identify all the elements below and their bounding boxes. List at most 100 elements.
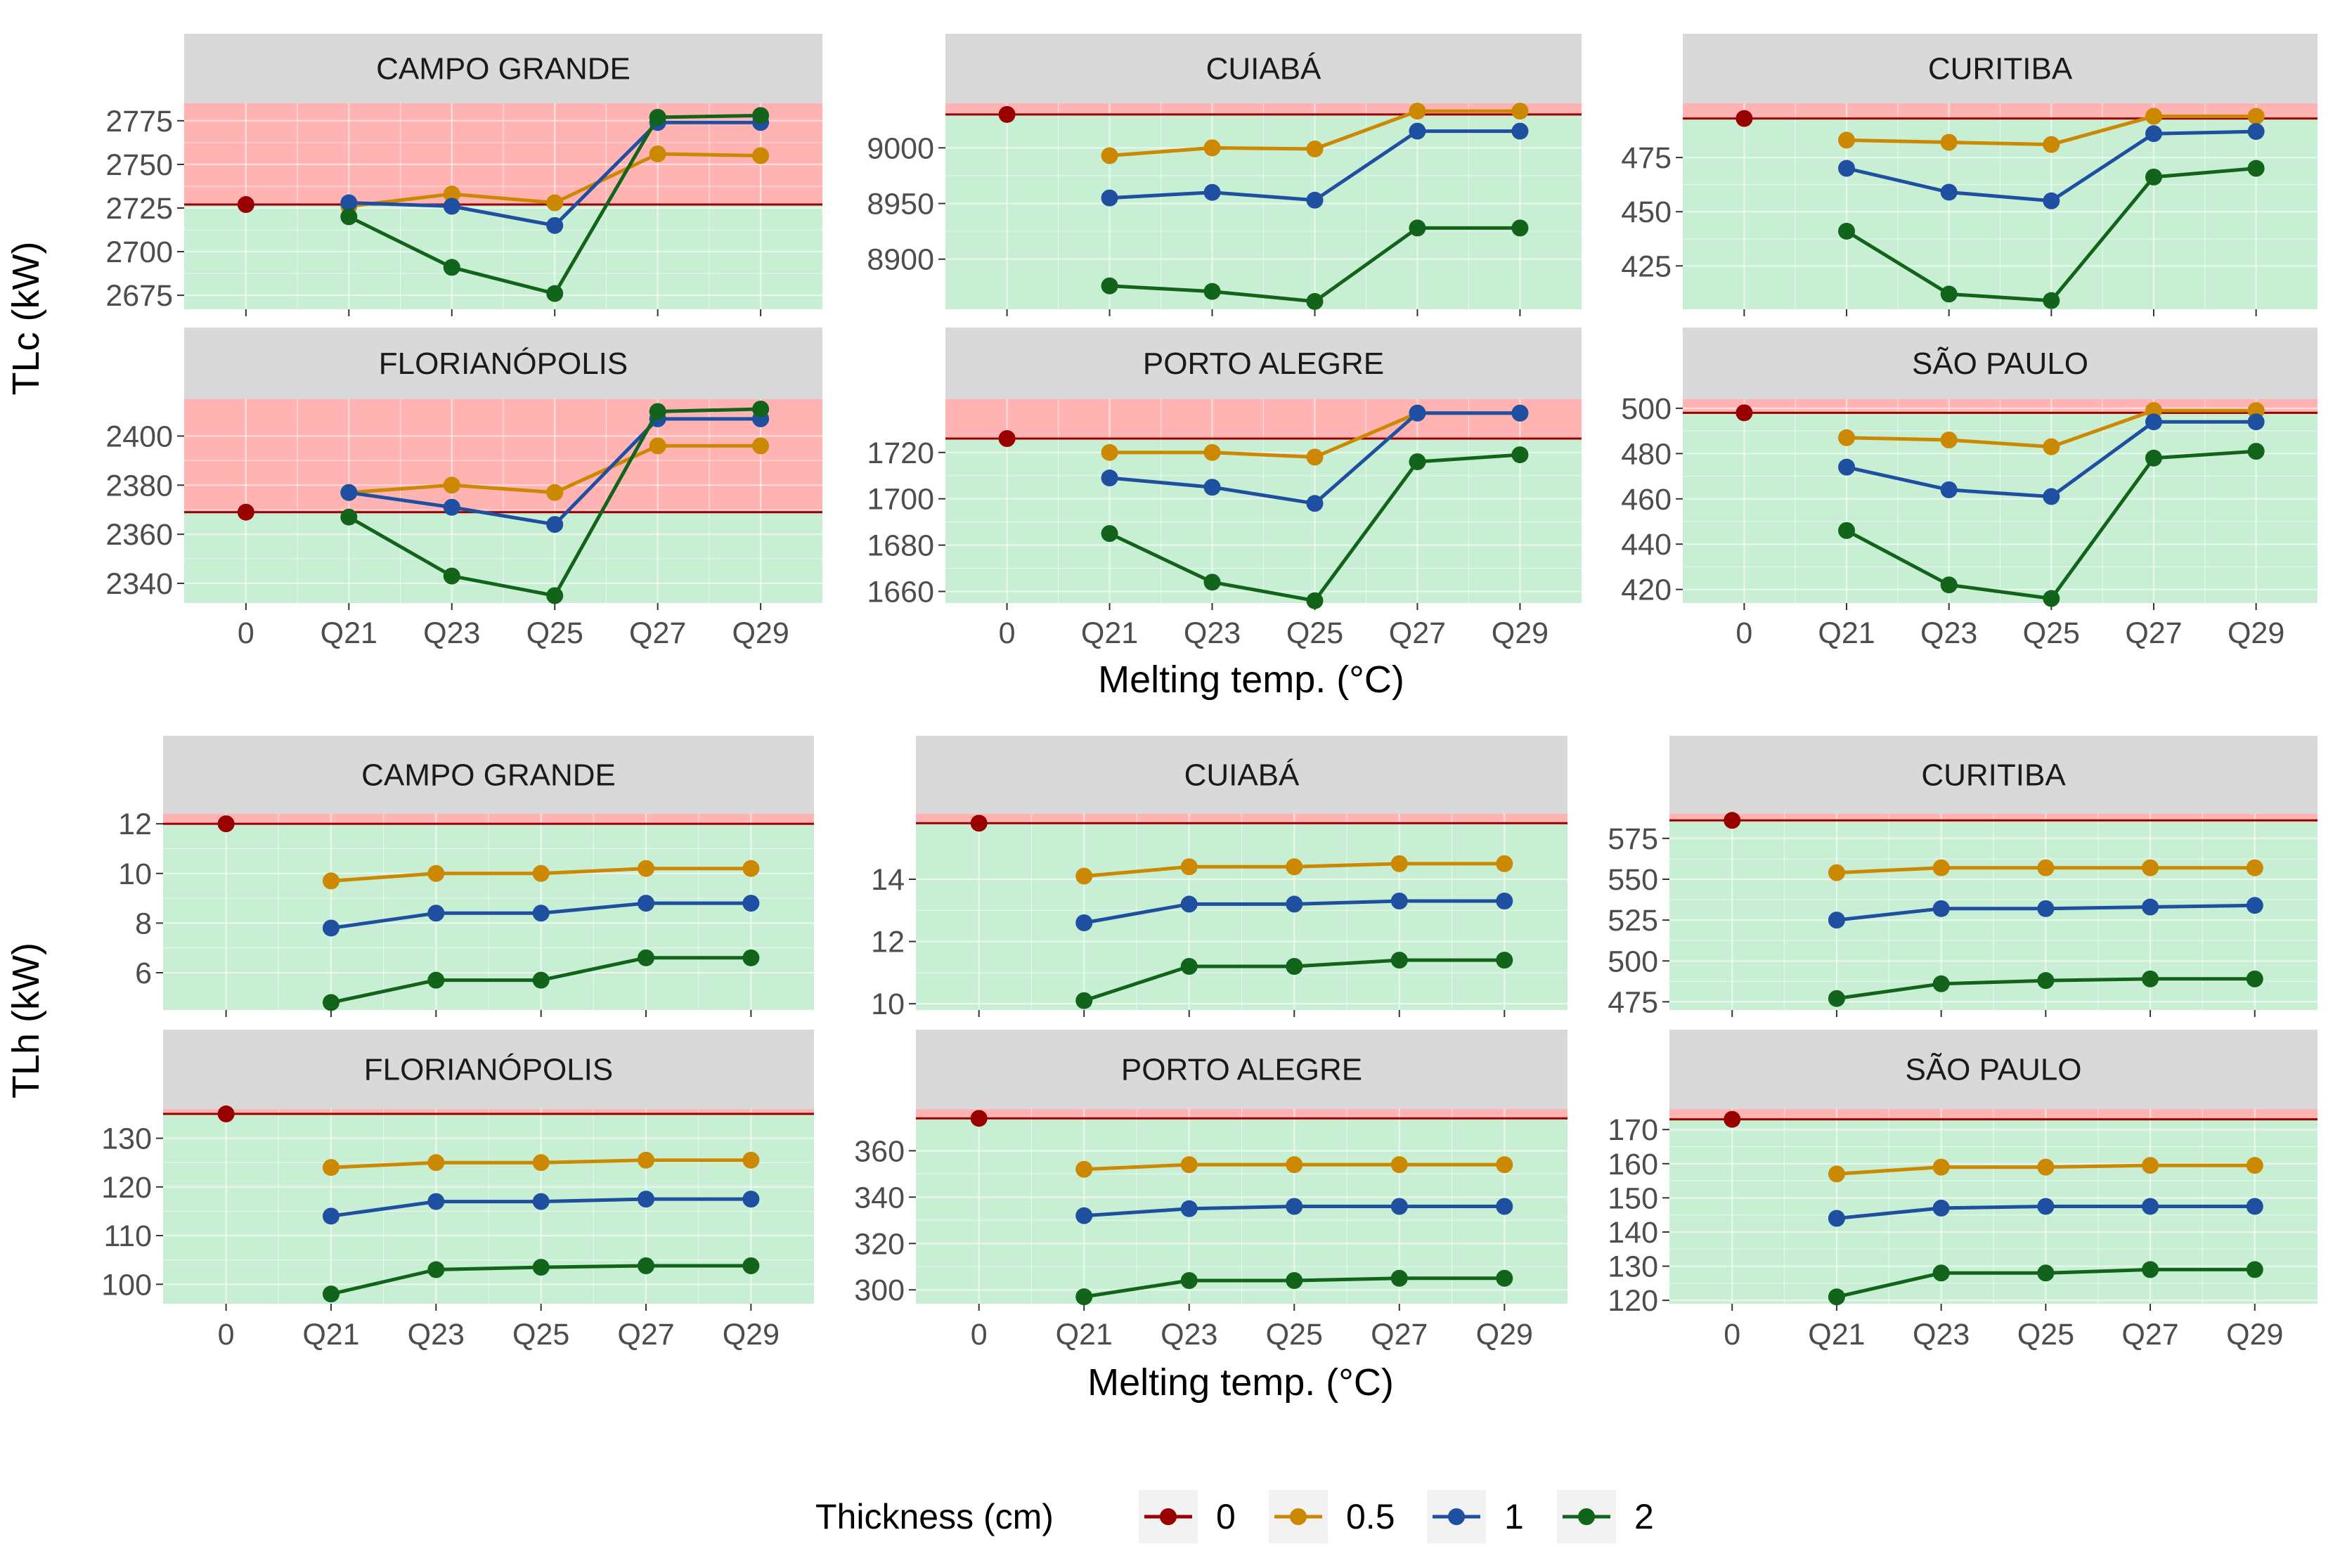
data-point	[546, 484, 564, 501]
data-point	[1075, 914, 1093, 931]
data-point	[1075, 1207, 1093, 1224]
data-point	[1306, 448, 1324, 466]
legend-key-point	[1448, 1508, 1465, 1525]
legend-label: 0	[1216, 1497, 1236, 1536]
series-t05	[1828, 1157, 2263, 1183]
data-point	[2142, 898, 2159, 916]
y-tick-label: 525	[1608, 904, 1658, 938]
data-point	[1511, 446, 1529, 464]
series-t1	[1828, 897, 2263, 929]
series-t0	[237, 196, 254, 214]
data-point	[1724, 1110, 1741, 1128]
x-tick-label: 0	[971, 1318, 988, 1352]
data-point	[546, 194, 564, 212]
panel-title: SÃO PAULO	[1912, 346, 2088, 381]
data-point	[1101, 277, 1118, 294]
data-point	[1180, 895, 1198, 913]
data-point	[1838, 458, 1856, 476]
data-point	[2037, 1158, 2055, 1176]
y-tick-label: 8	[135, 907, 152, 940]
x-tick-label: 0	[1735, 616, 1752, 650]
data-point	[2043, 192, 2060, 209]
data-point	[1496, 1198, 1513, 1215]
data-point	[970, 815, 988, 832]
x-tick-label: Q27	[2125, 616, 2182, 650]
data-point	[1203, 139, 1221, 157]
panel-title: PORTO ALEGRE	[1121, 1053, 1362, 1087]
data-point	[638, 895, 655, 912]
x-tick-label: Q21	[302, 1318, 359, 1352]
legend-label: 2	[1634, 1497, 1654, 1536]
data-point	[2037, 972, 2055, 990]
data-point	[1838, 521, 1856, 539]
y-tick-label: 2675	[105, 279, 173, 313]
legend: Thickness (cm) 0 0.5 1 2	[815, 1490, 1654, 1543]
data-point	[322, 1285, 340, 1303]
x-tick-label: Q21	[321, 616, 377, 650]
data-point	[443, 477, 460, 494]
panel-strip	[163, 1030, 814, 1109]
panel-tlc-0: CAMPO GRANDE 2675 2700 2725 2750 2775	[105, 34, 822, 316]
legend-title: Thickness (cm)	[815, 1497, 1054, 1536]
data-point	[1101, 147, 1118, 164]
x-tick-label: Q23	[1913, 1318, 1970, 1352]
series-t0	[1724, 1110, 1741, 1128]
data-point	[1306, 191, 1324, 209]
data-point	[1101, 443, 1118, 461]
data-point	[2142, 1261, 2159, 1278]
data-point	[1306, 495, 1324, 512]
data-point	[2145, 108, 2162, 125]
data-point	[340, 208, 358, 226]
data-point	[2246, 970, 2263, 987]
data-point	[2037, 900, 2055, 917]
data-point	[1511, 219, 1529, 237]
data-point	[638, 1191, 655, 1208]
series-t0	[217, 1105, 235, 1122]
x-tick-label: Q21	[1081, 616, 1138, 650]
series-t2	[340, 400, 770, 604]
data-point	[2246, 1198, 2263, 1215]
data-point	[1511, 404, 1529, 422]
panel-strip	[1669, 736, 2318, 814]
data-point	[2145, 413, 2162, 431]
data-point	[742, 949, 760, 966]
data-point	[1180, 1272, 1198, 1290]
data-point	[2246, 1157, 2263, 1174]
y-tick-label: 575	[1608, 822, 1658, 856]
data-point	[1828, 912, 1845, 929]
panel-tlh-4: PORTO ALEGRE 300 320 340 360 0 Q21 Q23 Q25 Q27 Q29	[854, 1030, 1567, 1352]
panel-title: PORTO ALEGRE	[1143, 346, 1384, 381]
y-tick-label: 480	[1621, 437, 1672, 471]
y-tick-label: 2400	[105, 420, 173, 453]
y-tick-label: 2775	[105, 105, 173, 138]
panel-tlc-5: SÃO PAULO 420 440 460 480 500 0 Q21 Q23 Q25 Q27 Q29	[1621, 328, 2318, 650]
data-point	[340, 484, 358, 501]
x-tick-label: Q23	[423, 616, 480, 650]
data-point	[2247, 443, 2265, 460]
y-tick-label: 160	[1608, 1148, 1658, 1181]
y-tick-label: 2725	[105, 192, 173, 226]
series-t2	[1101, 219, 1529, 310]
data-point	[1180, 1156, 1198, 1174]
data-point	[1075, 1160, 1093, 1178]
series-t2	[322, 1257, 760, 1303]
data-point	[546, 587, 564, 604]
x-tick-label: Q27	[1371, 1318, 1428, 1352]
series-t0	[970, 1110, 988, 1127]
data-point	[1180, 1200, 1198, 1217]
data-point	[1286, 1198, 1303, 1215]
data-point	[1932, 859, 1950, 876]
y-tick-label: 10	[871, 987, 905, 1021]
data-point	[532, 1193, 550, 1210]
data-point	[1838, 160, 1856, 177]
data-point	[443, 498, 460, 516]
data-point	[1203, 183, 1221, 201]
data-point	[1390, 1269, 1408, 1287]
data-point	[2043, 292, 2060, 309]
data-point	[1940, 285, 1958, 303]
x-tick-label: Q23	[408, 1318, 465, 1352]
data-point	[1828, 990, 1845, 1007]
data-point	[237, 503, 254, 521]
data-point	[2247, 108, 2265, 125]
